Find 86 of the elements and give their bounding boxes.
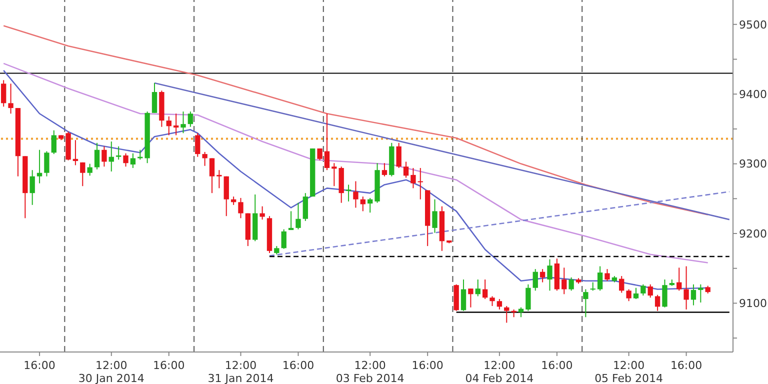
candlestick — [626, 288, 632, 302]
candlestick — [180, 111, 186, 134]
candlestick — [496, 298, 502, 310]
candlestick — [547, 258, 552, 292]
candlestick — [353, 180, 358, 208]
y-tick-label: 9500 — [739, 18, 767, 32]
candlestick — [684, 266, 689, 310]
candlestick — [690, 284, 696, 306]
line-series — [2, 25, 708, 216]
candlestick — [302, 192, 308, 222]
candlestick — [36, 149, 42, 184]
candlestick — [460, 279, 466, 312]
candlestick — [676, 267, 682, 292]
candlestick — [640, 284, 646, 296]
x-tick-label: 12:00 31 Jan 2014 — [208, 359, 274, 384]
candlestick — [604, 268, 610, 282]
candlestick — [346, 184, 352, 202]
candlestick — [166, 116, 172, 136]
candlestick — [540, 268, 546, 283]
x-tick-label: 12:00 05 Feb 2014 — [594, 359, 664, 384]
candlestick — [490, 296, 495, 306]
x-tick-label: 16:00 — [412, 359, 444, 372]
x-tick-label: 16:00 — [153, 359, 185, 372]
candlestick — [281, 228, 286, 250]
x-tick-label: 16:00 — [541, 359, 573, 372]
candlestick — [72, 140, 78, 166]
y-tick-label: 9400 — [739, 88, 767, 102]
candlestick — [526, 284, 531, 312]
candlestick — [568, 276, 574, 292]
y-tick-label: 9300 — [739, 158, 767, 171]
candlestick — [432, 198, 438, 234]
candlestick — [482, 279, 488, 300]
candlestick — [102, 146, 107, 168]
candlestick — [152, 82, 158, 114]
candlestick — [418, 167, 423, 200]
candlestick — [662, 279, 668, 308]
candlestick — [238, 197, 244, 219]
x-tick-label: 12:00 30 Jan 2014 — [78, 359, 144, 384]
candlestick — [410, 167, 416, 189]
candlestick — [396, 142, 402, 168]
candlestick — [51, 130, 56, 155]
candlestick — [130, 152, 136, 168]
candlestick — [224, 176, 229, 217]
y-tick-label: 9100 — [739, 297, 767, 310]
candlestick — [504, 305, 510, 324]
candlestick — [195, 132, 200, 158]
y-tick-label: 9200 — [739, 227, 767, 240]
candlestick — [368, 197, 373, 214]
candlestick — [698, 284, 704, 304]
candlestick — [94, 142, 100, 170]
candlestick — [648, 284, 653, 298]
candlestick — [202, 151, 208, 166]
x-tick-label: 12:00 04 Feb 2014 — [465, 359, 534, 384]
candlestick — [260, 206, 265, 220]
x-tick-label: 16:00 — [670, 359, 702, 372]
candlestick — [173, 113, 179, 136]
candlestick — [597, 266, 603, 292]
candlestick — [44, 150, 50, 177]
candlestick — [116, 146, 122, 160]
candlestick — [188, 111, 194, 128]
candlestick — [123, 152, 128, 168]
candlestick — [468, 288, 474, 308]
candlestick — [518, 306, 524, 318]
candlestick — [403, 161, 409, 178]
x-tick-label: 16:00 — [282, 359, 314, 372]
candlestick — [80, 162, 86, 187]
candlestick — [296, 202, 301, 230]
candlestick — [382, 162, 388, 177]
candlestick — [332, 162, 337, 187]
candlestick — [87, 163, 92, 176]
candlestick — [475, 279, 480, 297]
candlestick — [619, 276, 624, 294]
candlestick — [30, 170, 35, 206]
candlestick — [583, 288, 588, 318]
candlestick — [288, 210, 294, 231]
candlestick — [654, 294, 660, 312]
x-tick-label: 16:00 — [24, 359, 56, 372]
candlestick — [1, 80, 6, 108]
candlestick — [532, 268, 538, 292]
x-tick-label: 12:00 03 Feb 2014 — [336, 359, 404, 384]
candlestick — [633, 287, 639, 300]
candlestick — [216, 170, 222, 189]
candlestick — [8, 83, 14, 114]
candlestick — [209, 158, 215, 194]
candlestick — [324, 113, 330, 171]
candlestick — [562, 267, 567, 295]
